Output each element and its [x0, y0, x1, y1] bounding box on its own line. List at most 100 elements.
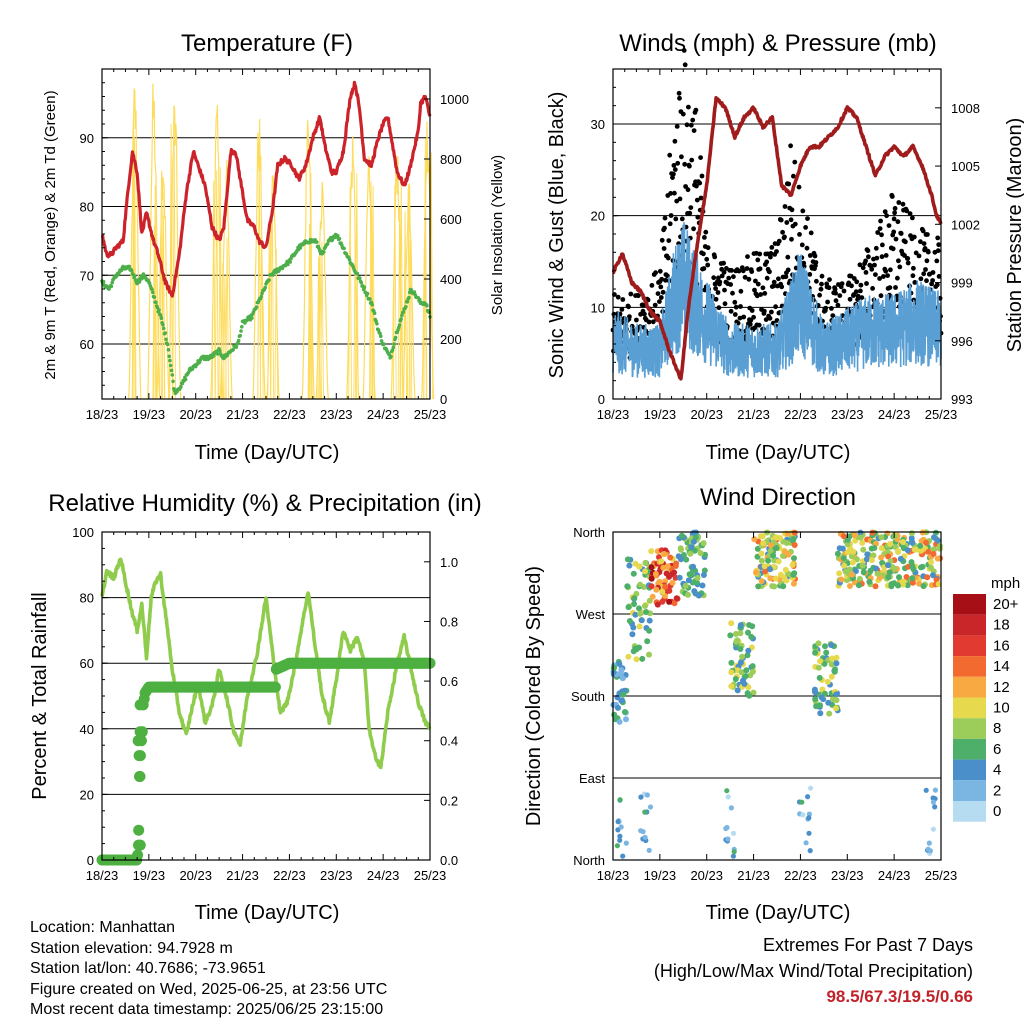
- gust-point: [688, 122, 694, 128]
- direction-point: [917, 542, 924, 549]
- direction-point: [780, 583, 787, 590]
- x-tick-label: 23/23: [831, 407, 864, 422]
- gust-point: [925, 249, 931, 255]
- direction-point: [767, 548, 774, 554]
- dewpoint-point: [150, 287, 154, 292]
- x-tick-label: 19/23: [133, 407, 166, 422]
- dewpoint-point: [161, 322, 165, 327]
- gust-point: [916, 253, 922, 259]
- direction-point: [673, 595, 680, 602]
- direction-point: [685, 577, 692, 584]
- direction-point: [868, 557, 875, 564]
- direction-point: [647, 804, 654, 810]
- gust-point: [879, 232, 884, 238]
- gust-point: [761, 308, 767, 314]
- humidity-title: Relative Humidity (%) & Precipitation (i…: [48, 490, 481, 517]
- legend-label: 14: [993, 658, 1010, 675]
- gust-point: [738, 288, 744, 294]
- gust-point: [892, 206, 898, 211]
- gust-point: [877, 276, 882, 281]
- y-tick-label: 70: [80, 268, 94, 283]
- direction-point: [916, 580, 923, 587]
- gust-point: [837, 293, 843, 298]
- direction-point: [812, 649, 819, 656]
- direction-point: [637, 610, 644, 617]
- direction-point: [629, 631, 636, 638]
- y-tick-label: 60: [80, 656, 94, 671]
- gust-point: [694, 197, 700, 203]
- dewpoint-point: [168, 363, 173, 368]
- direction-point: [884, 549, 891, 555]
- dewpoint-point: [129, 268, 134, 273]
- gust-point: [738, 304, 743, 309]
- direction-point: [806, 815, 812, 821]
- dewpoint-point: [137, 280, 142, 284]
- dewpoint-point: [393, 335, 398, 340]
- direction-point: [632, 611, 639, 618]
- solar-spike: [270, 183, 275, 400]
- direction-point: [839, 545, 846, 552]
- gust-point: [668, 191, 673, 196]
- gust-point: [697, 180, 703, 186]
- gust-point: [745, 254, 750, 259]
- direction-point: [767, 542, 774, 549]
- direction-point: [667, 554, 674, 561]
- direction-point: [859, 539, 866, 546]
- direction-point: [694, 574, 701, 581]
- direction-point: [633, 656, 640, 663]
- direction-point: [746, 622, 753, 628]
- precip-point: [269, 681, 281, 693]
- gust-point: [760, 285, 766, 291]
- gust-point: [866, 254, 871, 260]
- direction-point: [878, 534, 885, 541]
- dewpoint-point: [404, 305, 408, 309]
- direction-point: [755, 583, 762, 590]
- gust-point: [880, 242, 885, 248]
- direction-point: [750, 689, 757, 696]
- gust-point: [626, 304, 631, 310]
- direction-point: [637, 581, 644, 588]
- gust-point: [788, 217, 794, 223]
- legend-swatch: [953, 676, 986, 698]
- gust-point: [749, 269, 755, 274]
- dewpoint-point: [157, 308, 161, 312]
- direction-point: [646, 847, 652, 854]
- gust-point: [839, 281, 845, 286]
- direction-point: [621, 709, 628, 715]
- gust-point: [776, 276, 781, 282]
- direction-title: Wind Direction: [700, 484, 856, 511]
- direction-point: [758, 557, 765, 564]
- gust-point: [789, 236, 794, 242]
- direction-point: [849, 559, 856, 566]
- y2-tick-label: 1000: [440, 92, 469, 107]
- direction-point: [826, 710, 833, 717]
- gust-point: [682, 62, 688, 68]
- gust-point: [807, 272, 813, 277]
- gust-point: [878, 293, 884, 299]
- gust-point: [789, 207, 795, 213]
- direction-point: [737, 659, 744, 666]
- gust-point: [891, 216, 897, 222]
- legend-label: 16: [993, 637, 1010, 654]
- gust-point: [673, 216, 679, 222]
- direction-point: [758, 550, 765, 557]
- solar-spike: [316, 257, 321, 400]
- legend-label: 20+: [993, 596, 1019, 613]
- x-tick-label: 22/23: [784, 407, 817, 422]
- x-tick-label: 20/23: [690, 407, 723, 422]
- direction-point: [734, 687, 741, 694]
- gust-point: [699, 173, 705, 179]
- gust-point: [934, 258, 940, 264]
- gust-point: [662, 215, 668, 221]
- solar-spike: [346, 136, 360, 400]
- direction-point: [725, 836, 731, 842]
- direction-point: [767, 575, 774, 582]
- gust-point: [634, 317, 639, 323]
- solar-spike: [362, 156, 376, 400]
- solar-spike: [153, 204, 158, 400]
- gust-point: [690, 117, 696, 123]
- solar-spike: [132, 137, 137, 400]
- legend-swatch: [953, 697, 986, 719]
- direction-point: [649, 593, 656, 600]
- temperature-ylabel-left: 2m & 9m T (Red, Orange) & 2m Td (Green): [42, 90, 59, 379]
